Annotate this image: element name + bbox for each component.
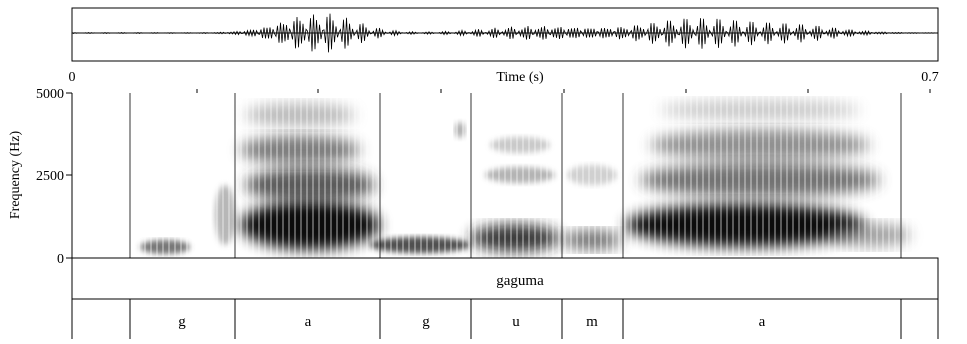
segment-label: a	[759, 314, 766, 330]
waveform	[71, 13, 938, 53]
time-axis-label: Time (s)	[496, 70, 544, 85]
frequency-tick-2500: 2500	[36, 169, 64, 184]
segment-boundaries	[129, 93, 902, 339]
segment-label: u	[512, 314, 520, 330]
word-tier: gaguma	[71, 257, 939, 300]
waveform-panel	[71, 7, 939, 62]
time-axis-ticks	[196, 89, 931, 93]
frequency-axis-label: Frequency (Hz)	[8, 131, 23, 220]
frequency-axis: 5000 2500 0 Frequency (Hz)	[8, 87, 72, 267]
segment-label: g	[178, 314, 186, 330]
segment-tier: g a g u m a	[71, 298, 939, 339]
word-label: gaguma	[496, 273, 544, 289]
segment-label: m	[586, 314, 598, 330]
segment-label: a	[305, 314, 312, 330]
time-axis: 0 Time (s) 0.7	[69, 70, 939, 93]
frequency-tick-0: 0	[57, 252, 64, 267]
time-axis-start-label: 0	[69, 70, 76, 85]
time-axis-end-label: 0.7	[921, 70, 939, 85]
frequency-tick-5000: 5000	[36, 87, 64, 102]
segment-label: g	[422, 314, 430, 330]
spectrogram-panel	[71, 93, 938, 339]
